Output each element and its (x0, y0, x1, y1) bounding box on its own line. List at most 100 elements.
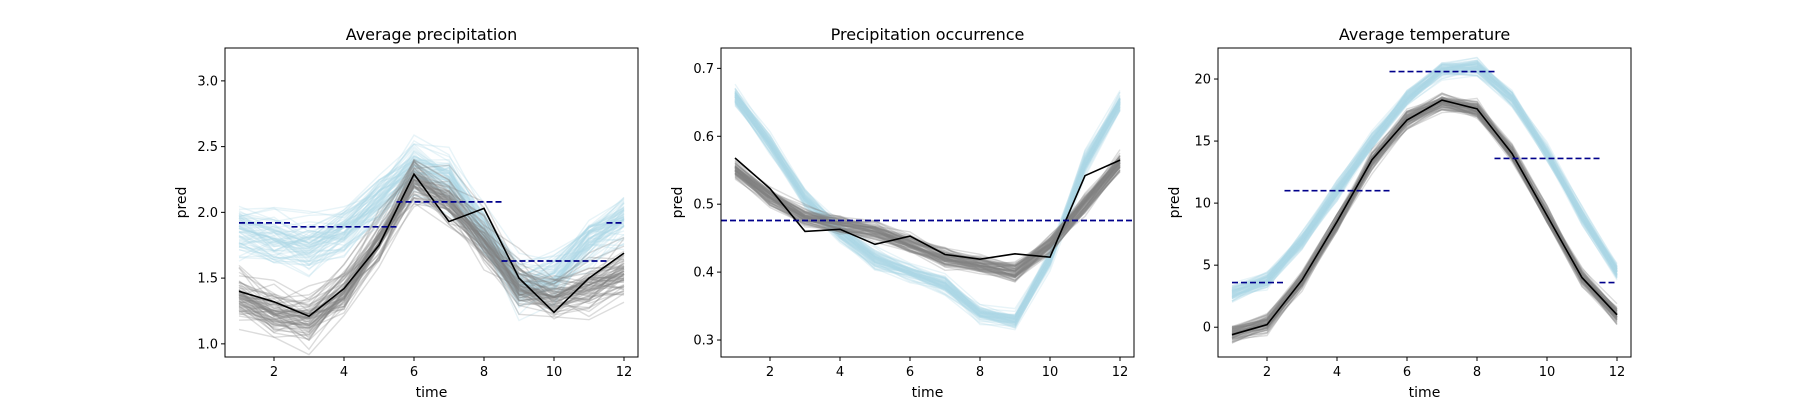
ensemble-light-blue-member-line (734, 92, 1121, 317)
ensemble-light-blue-member-line (238, 158, 625, 279)
ensemble-light-blue-member-line (1231, 68, 1618, 300)
ensemble-grey-member-line (238, 166, 625, 315)
ensemble-light-blue-member-line (734, 98, 1121, 319)
ensemble-light-blue-member-line (238, 156, 625, 276)
x-tick-label: 4 (836, 365, 844, 380)
ensemble-light-blue-member-line (1231, 71, 1618, 302)
ensemble-grey-member-line (238, 185, 625, 340)
ensemble-grey-member-line (238, 193, 625, 331)
y-tick-label: 10 (1194, 197, 1211, 212)
x-tick-label: 8 (480, 365, 488, 380)
ensemble-grey-member-line (734, 157, 1121, 269)
ensemble-light-blue-member-line (1231, 60, 1618, 289)
ensemble-grey-member-line (1231, 107, 1618, 337)
ensemble-light-blue-member-line (238, 150, 625, 295)
ensemble-light-blue-member-line (238, 176, 625, 293)
ensemble-grey-member-line (734, 149, 1121, 273)
ensemble-grey-member-line (238, 163, 625, 309)
ensemble-grey-member-line (238, 184, 625, 315)
ensemble-light-blue-member-line (1231, 62, 1618, 289)
ensemble-light-blue-member-line (238, 168, 625, 291)
y-tick-label: 0.3 (693, 334, 714, 349)
ensemble-light-blue-member-line (1231, 61, 1618, 296)
ensemble-light-blue-member-line (238, 174, 625, 305)
ensemble-light-blue-member-line (238, 174, 625, 289)
ensemble-grey-member-line (1231, 101, 1618, 335)
y-axis-ticks: 1.0 1.5 2.0 2.5 3.0 (197, 74, 225, 352)
ensemble-light-blue-member-line (238, 155, 625, 284)
ensemble-grey-member-line (238, 179, 625, 308)
y-axis-label: pred (174, 187, 190, 219)
ensemble-light-blue-member-line (1231, 65, 1618, 298)
ensemble-grey-member-line (734, 164, 1121, 279)
ensemble-grey-member-line (238, 174, 625, 316)
y-tick-label: 0 (1203, 321, 1211, 336)
ensemble-grey-member-line (1231, 105, 1618, 340)
ensemble-grey-member-line (1231, 97, 1618, 336)
ensemble-light-blue-member-line (238, 158, 625, 286)
ensemble-light-blue-member-line (734, 91, 1121, 320)
ensemble-light-blue-member-line (734, 102, 1121, 325)
ensemble-grey-member-line (238, 174, 625, 333)
observed-series-line (1231, 99, 1618, 336)
x-axis-ticks: 2 4 6 8 10 12 (766, 357, 1128, 380)
x-tick-label: 4 (1333, 365, 1341, 380)
ensemble-light-blue-member-line (1231, 66, 1618, 294)
ensemble-light-blue-member-line (1231, 66, 1618, 290)
ensemble-grey-member-line (1231, 92, 1618, 329)
ensemble-grey-member-line (1231, 108, 1618, 340)
ensemble-light-blue-member-line (238, 167, 625, 290)
ensemble-grey-member-line (1231, 97, 1618, 329)
ensemble-grey-member-line (734, 152, 1121, 266)
ensemble-light-blue-member-line (238, 171, 625, 282)
ensemble-grey-member-line (238, 179, 625, 320)
ensemble-light-blue-member-line (1231, 69, 1618, 296)
ensemble-grey-member-line (238, 169, 625, 334)
ensemble-grey-member-line (238, 180, 625, 320)
ensemble-light-blue-member-line (238, 175, 625, 322)
ensemble-grey-member-line (238, 175, 625, 307)
ensemble-light-blue-member-line (1231, 66, 1618, 302)
ensemble-light-blue-member-line (238, 157, 625, 297)
ensemble-grey-member-line (734, 162, 1121, 267)
y-axis-label: pred (670, 187, 686, 219)
ensemble-grey-member-line (238, 186, 625, 317)
ensemble-grey-member-line (734, 164, 1121, 277)
ensemble-light-blue-member-line (1231, 68, 1618, 304)
ensemble-light-blue-member-line (734, 92, 1121, 326)
ensemble-light-blue-member-line (1231, 57, 1618, 284)
ensemble-grey-member-line (734, 165, 1121, 283)
ensemble-grey-member-line (1231, 97, 1618, 332)
ensemble-light-blue-member-line (238, 188, 625, 301)
ensemble-grey-member-line (734, 167, 1121, 276)
observed-series-line (734, 157, 1121, 261)
panel-title: Average temperature (1339, 25, 1510, 44)
ensemble-light-blue-member-line (1231, 56, 1618, 292)
ensemble-light-blue-member-line (1231, 67, 1618, 297)
ensemble-light-blue-member-line (238, 134, 625, 267)
ensemble-light-blue-member-line (1231, 67, 1618, 299)
y-axis-ticks: 0.3 0.4 0.5 0.6 0.7 (693, 62, 721, 349)
ensemble-light-blue-member-line (238, 151, 625, 282)
ensemble-light-blue-member-line (1231, 74, 1618, 302)
ensemble-light-blue-series-line (238, 165, 625, 286)
ensemble-grey-member-line (238, 172, 625, 327)
ensemble-grey-member-line (238, 167, 625, 305)
ensemble-grey-member-line (238, 196, 625, 342)
y-tick-label: 15 (1194, 135, 1211, 150)
ensemble-grey-member-line (734, 160, 1121, 278)
ensemble-grey-member-line (1231, 103, 1618, 344)
ensemble-grey-member-line (1231, 106, 1618, 342)
ensemble-grey-member-line (1231, 103, 1618, 339)
ensemble-light-blue-member-line (734, 101, 1121, 331)
ensemble-grey-member-line (1231, 108, 1618, 333)
ensemble-light-blue-member-line (734, 104, 1121, 328)
ensemble-light-blue-member-line (734, 89, 1121, 316)
ensemble-light-blue-member-line (238, 168, 625, 300)
ensemble-grey-member-line (1231, 108, 1618, 332)
ensemble-grey-member-line (238, 193, 625, 342)
plot-area (1231, 56, 1618, 344)
ensemble-light-blue-member-line (238, 163, 625, 292)
ensemble-grey-member-line (238, 180, 625, 313)
